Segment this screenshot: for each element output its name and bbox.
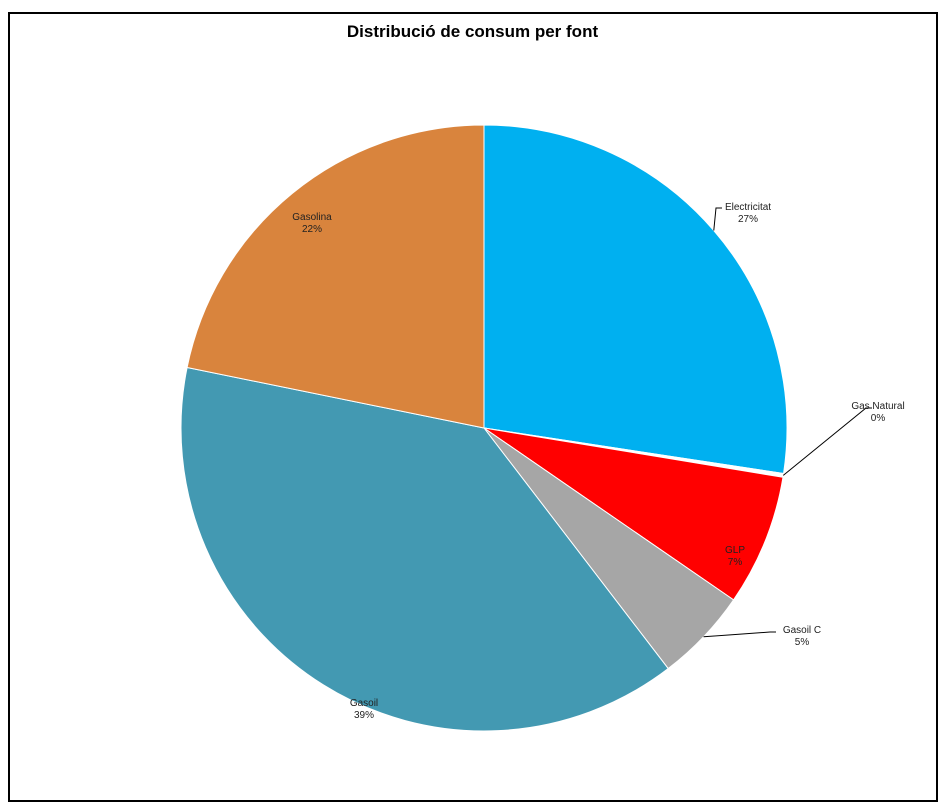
slice-percent-gasoil: 39% xyxy=(354,710,374,721)
pie-slice-gasolina xyxy=(186,124,485,429)
slice-label-glp: GLP xyxy=(725,545,745,556)
leader-line-electricitat xyxy=(713,207,722,231)
slice-label-gasolina: Gasolina xyxy=(292,212,332,223)
slice-label-gasoil-c: Gasoil C xyxy=(783,625,821,636)
slice-percent-electricitat: 27% xyxy=(738,214,758,225)
slice-label-gasoil: Gasoil xyxy=(350,698,378,709)
leader-line-gasoil-c xyxy=(703,631,776,638)
pie-slice-gasoil xyxy=(180,366,669,732)
chart-title: Distribució de consum per font xyxy=(346,22,599,41)
leader-line-gas-natural xyxy=(782,407,872,476)
pie-slice-electricitat xyxy=(483,124,788,475)
slice-label-gas-natural: Gas Natural xyxy=(851,401,904,412)
slice-percent-gasoil-c: 5% xyxy=(795,637,810,648)
slice-percent-gasolina: 22% xyxy=(302,224,322,235)
slice-percent-glp: 7% xyxy=(728,557,743,568)
slice-percent-gas-natural: 0% xyxy=(871,413,886,424)
pie-slice-glp xyxy=(483,427,784,601)
slice-label-electricitat: Electricitat xyxy=(725,202,771,213)
